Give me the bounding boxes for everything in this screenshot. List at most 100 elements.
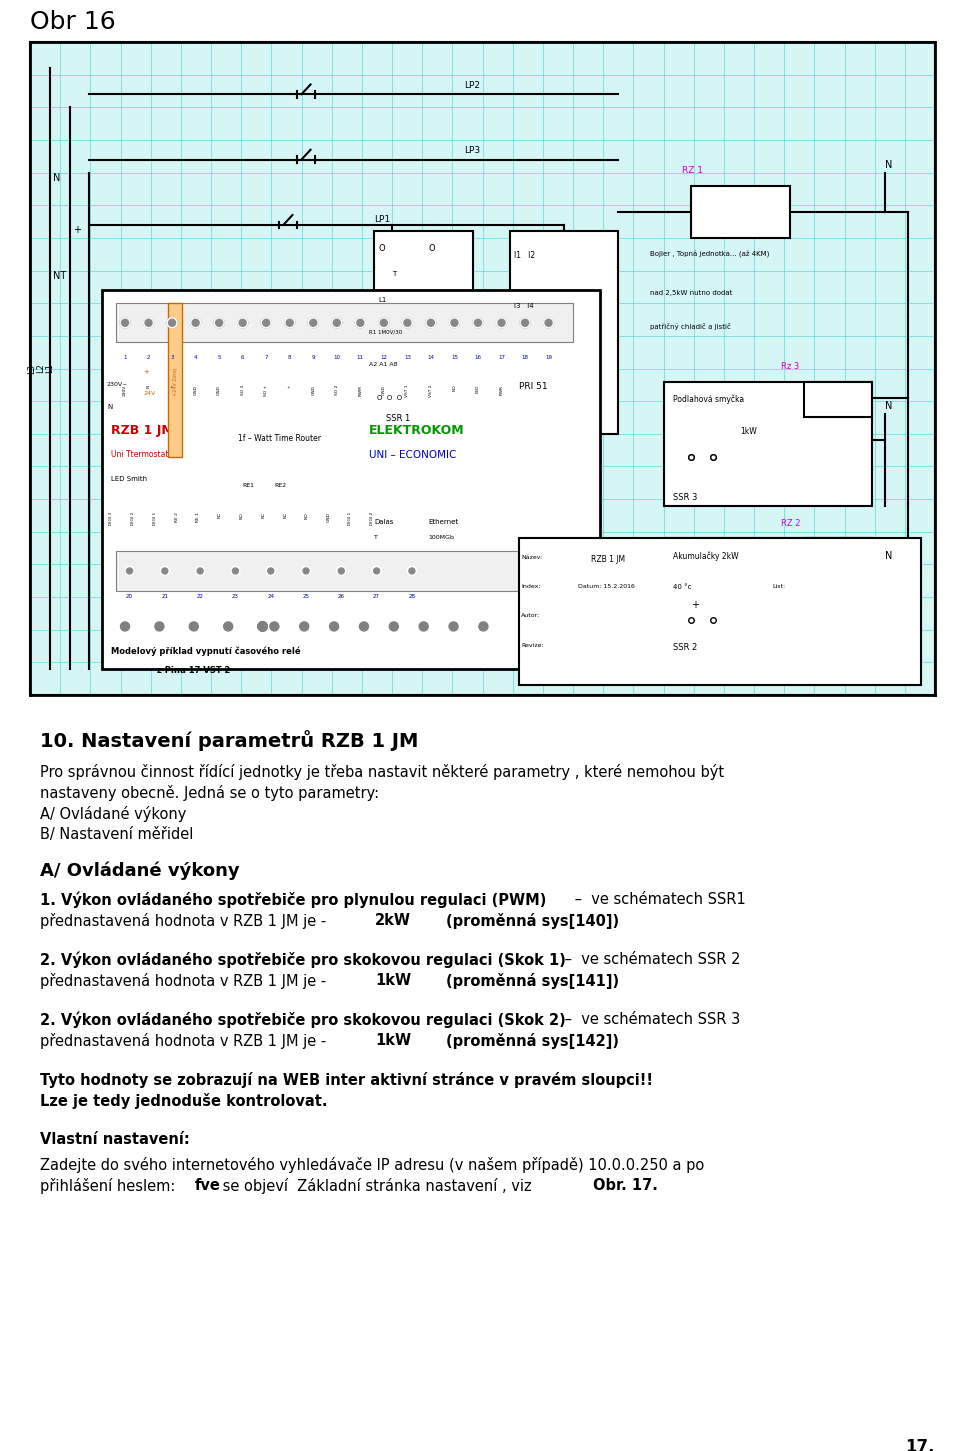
Circle shape — [256, 621, 269, 633]
Circle shape — [521, 319, 529, 326]
Text: Autor:: Autor: — [521, 614, 540, 618]
Text: 16: 16 — [474, 355, 482, 360]
Text: RE 1: RE 1 — [197, 512, 201, 522]
Circle shape — [122, 319, 129, 326]
Text: Uni Ttermostat: Uni Ttermostat — [111, 450, 169, 459]
Text: 7: 7 — [264, 355, 268, 360]
Text: VST 2: VST 2 — [429, 385, 433, 398]
Text: 28: 28 — [408, 593, 416, 599]
Text: Obr 16: Obr 16 — [30, 10, 116, 33]
Circle shape — [121, 622, 130, 631]
Text: GND: GND — [382, 385, 386, 395]
Text: SSR 3: SSR 3 — [673, 492, 697, 502]
Text: SSR 2: SSR 2 — [673, 643, 697, 651]
Text: GND: GND — [311, 385, 315, 395]
Text: NT: NT — [53, 270, 66, 280]
Bar — [116, 303, 573, 342]
Text: +: + — [690, 601, 699, 611]
Text: LED Smith: LED Smith — [111, 476, 148, 482]
Text: Tyto hodnoty se zobrazují na WEB inter aktivní stránce v pravém sloupci!!: Tyto hodnoty se zobrazují na WEB inter a… — [40, 1072, 653, 1088]
Circle shape — [308, 318, 319, 328]
Text: RZ 2: RZ 2 — [781, 518, 801, 528]
Text: Bojler , Topná jednotka... (až 4KM): Bojler , Topná jednotka... (až 4KM) — [650, 251, 769, 258]
Text: 230V~: 230V~ — [107, 382, 129, 386]
Text: 2kW: 2kW — [375, 913, 411, 929]
Text: z Pinu 17 VST 2: z Pinu 17 VST 2 — [156, 666, 230, 675]
Text: PRI 51: PRI 51 — [518, 382, 547, 390]
Text: 25: 25 — [302, 593, 309, 599]
Text: 19: 19 — [545, 355, 552, 360]
Text: LP3: LP3 — [465, 147, 481, 155]
Circle shape — [333, 319, 340, 326]
Circle shape — [155, 622, 164, 631]
Circle shape — [474, 319, 482, 326]
Text: Revize:: Revize: — [521, 643, 544, 647]
Text: přihlášení heslem:: přihlášení heslem: — [40, 1178, 180, 1194]
Circle shape — [301, 566, 310, 576]
Text: 8: 8 — [288, 355, 292, 360]
Text: nad 2,5kW nutno dodat: nad 2,5kW nutno dodat — [650, 290, 732, 296]
Text: L1: L1 — [378, 296, 387, 303]
Text: 1kW: 1kW — [740, 427, 757, 437]
Circle shape — [224, 622, 232, 631]
Circle shape — [338, 567, 345, 575]
Circle shape — [270, 622, 278, 631]
Text: –  ve schématech SSR 3: – ve schématech SSR 3 — [560, 1011, 740, 1027]
Text: 22: 22 — [197, 593, 204, 599]
Circle shape — [498, 319, 505, 326]
Circle shape — [144, 318, 154, 328]
Bar — [116, 551, 573, 591]
Circle shape — [337, 566, 346, 576]
Text: Pro správnou činnost řídící jednotky je třeba nastavit některé parametry , které: Pro správnou činnost řídící jednotky je … — [40, 765, 724, 781]
Circle shape — [231, 566, 240, 576]
Text: nastaveny obecně. Jedná se o tyto parametry:: nastaveny obecně. Jedná se o tyto parame… — [40, 785, 379, 801]
Bar — [804, 538, 872, 575]
Circle shape — [496, 318, 507, 328]
Text: DIGI 1: DIGI 1 — [348, 512, 352, 525]
Circle shape — [285, 318, 295, 328]
Circle shape — [144, 318, 154, 328]
Circle shape — [402, 318, 413, 328]
Circle shape — [258, 622, 267, 631]
Text: N: N — [885, 160, 893, 170]
Bar — [103, 290, 600, 669]
Text: se objeví  Základní stránka nastavení , viz: se objeví Základní stránka nastavení , v… — [218, 1178, 537, 1194]
Circle shape — [197, 567, 204, 575]
Text: (proměnná sys[142]): (proměnná sys[142]) — [405, 1033, 619, 1049]
Text: 40 °c: 40 °c — [673, 583, 691, 591]
Text: (proměnná sys[141]): (proměnná sys[141]) — [405, 974, 619, 990]
Text: přednastavená hodnota v RZB 1 JM je -: přednastavená hodnota v RZB 1 JM je - — [40, 1033, 331, 1049]
Text: 13: 13 — [404, 355, 411, 360]
Circle shape — [261, 318, 272, 328]
Text: Datum: 15.2.2016: Datum: 15.2.2016 — [578, 583, 635, 589]
Text: –  ve schématech SSR 2: – ve schématech SSR 2 — [560, 952, 740, 966]
Text: L3: L3 — [27, 364, 36, 373]
Circle shape — [120, 318, 130, 328]
Text: VST 1: VST 1 — [405, 385, 409, 398]
Text: R1 1M0V/30: R1 1M0V/30 — [370, 329, 402, 334]
Text: 14: 14 — [427, 355, 435, 360]
Bar — [168, 303, 182, 457]
Text: UNI – ECONOMIC: UNI – ECONOMIC — [370, 450, 457, 460]
Text: B/ Nastavení měřidel: B/ Nastavení měřidel — [40, 827, 193, 842]
Text: 11: 11 — [357, 355, 364, 360]
Circle shape — [167, 318, 177, 328]
Text: 12: 12 — [380, 355, 387, 360]
Circle shape — [404, 319, 411, 326]
Text: PWR: PWR — [499, 385, 503, 395]
Circle shape — [120, 318, 130, 328]
Circle shape — [169, 319, 176, 326]
Circle shape — [545, 319, 552, 326]
Text: N: N — [885, 400, 893, 411]
Circle shape — [191, 318, 201, 328]
Text: –  ve schématech SSR1: – ve schématech SSR1 — [570, 892, 746, 907]
Text: O: O — [428, 244, 435, 254]
Circle shape — [188, 621, 200, 633]
Text: 15: 15 — [451, 355, 458, 360]
Text: GND: GND — [194, 385, 198, 395]
Text: Vlastní nastavení:: Vlastní nastavení: — [40, 1132, 190, 1146]
Circle shape — [300, 622, 309, 631]
Circle shape — [329, 622, 339, 631]
Text: (proměnná sys[140]): (proměnná sys[140]) — [405, 913, 619, 929]
Text: přednastavená hodnota v RZB 1 JM je -: přednastavená hodnota v RZB 1 JM je - — [40, 974, 331, 990]
